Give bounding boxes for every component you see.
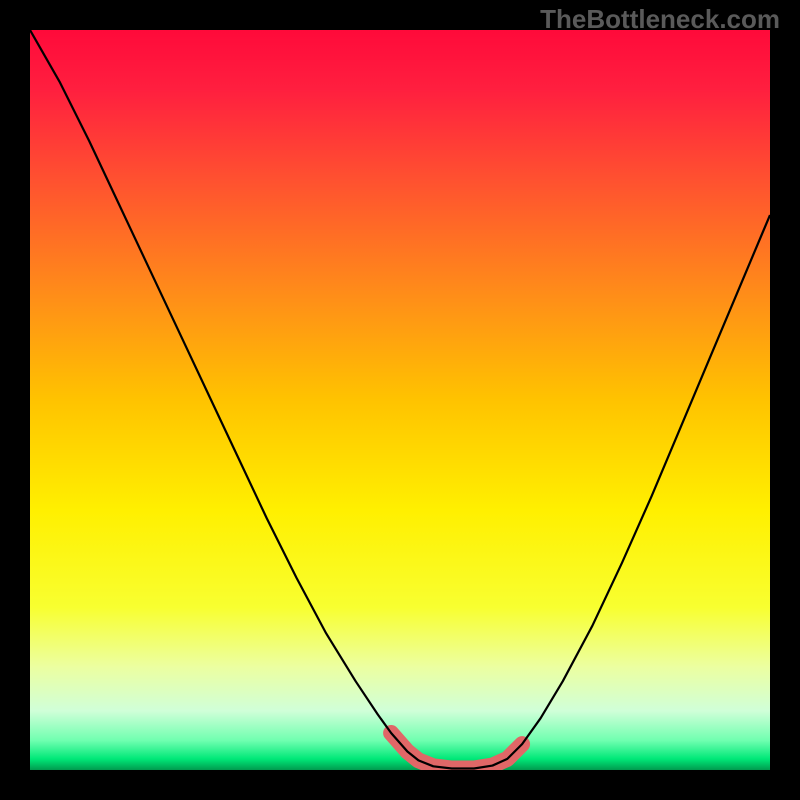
- bottleneck-curve: [30, 30, 770, 769]
- watermark-text: TheBottleneck.com: [540, 4, 780, 35]
- bottleneck-highlight: [391, 733, 522, 769]
- plot-area: [30, 30, 770, 770]
- curve-layer: [30, 30, 770, 770]
- chart-container: TheBottleneck.com: [0, 0, 800, 800]
